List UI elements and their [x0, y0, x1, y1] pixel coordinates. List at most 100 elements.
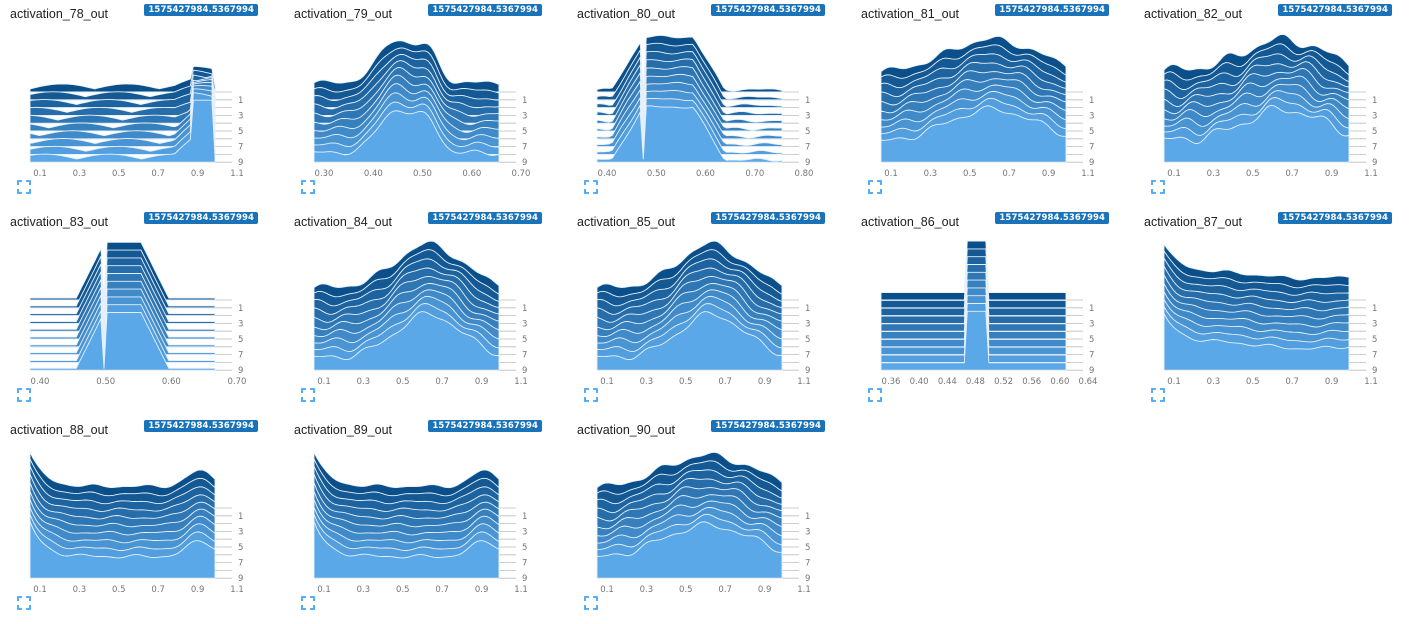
x-axis-tick-label: 0.44	[938, 377, 957, 387]
x-axis-tick-label: 0.1	[317, 585, 331, 595]
x-axis-tick-label: 0.5	[1246, 169, 1260, 179]
ridgeline-histogram-chart: 1 3 5 7 9 0.36 0.40 0.44 0.48 0.52 0.56 0.60 0.64	[880, 240, 1098, 387]
depth-tick-label: 9	[238, 158, 243, 168]
card-title: activation_87_out	[1144, 215, 1242, 229]
run-badge: 1575427984.5367994	[144, 4, 258, 16]
histogram-card: activation_78_out 1575427984.5367994 1 3 5 7 9…	[0, 0, 283, 208]
expand-button[interactable]	[584, 388, 600, 404]
x-axis-tick-label: 0.7	[151, 585, 165, 595]
histogram-card: activation_82_out 1575427984.5367994 1 3 5 7 9…	[1134, 0, 1410, 208]
x-axis-tick-label: 0.50	[647, 169, 666, 179]
x-axis-tick-label: 0.3	[357, 585, 371, 595]
x-axis-tick-label: 0.9	[758, 377, 772, 387]
card-title: activation_90_out	[577, 423, 675, 437]
x-axis-tick-label: 0.1	[1167, 169, 1181, 179]
depth-tick-label: 5	[805, 543, 810, 553]
expand-button[interactable]	[301, 180, 317, 196]
histogram-card: activation_80_out 1575427984.5367994 1 3 5 7 9…	[567, 0, 850, 208]
depth-tick-label: 3	[1372, 319, 1377, 329]
expand-button[interactable]	[301, 596, 317, 612]
ridgeline-histogram-chart: 1 3 5 7 9 0.1 0.3 0.5 0.7 0.9 1.1	[29, 451, 244, 595]
depth-tick-label: 7	[1372, 143, 1377, 153]
ridge-area	[313, 311, 500, 371]
depth-tick-label: 5	[238, 127, 243, 137]
depth-tick-label: 9	[522, 574, 527, 584]
expand-icon	[868, 180, 882, 194]
depth-tick-label: 9	[522, 158, 527, 168]
ridgeline-histogram-chart: 1 3 5 7 9 0.40 0.50 0.60 0.70 0.80	[596, 34, 813, 179]
expand-button[interactable]	[17, 180, 33, 196]
ridge-area	[29, 65, 216, 93]
expand-button[interactable]	[301, 388, 317, 404]
depth-tick-label: 1	[238, 304, 243, 314]
depth-tick-label: 1	[1372, 96, 1377, 106]
histogram-card: activation_87_out 1575427984.5367994 1 3 5 7 9…	[1134, 208, 1410, 416]
depth-tick-label: 7	[805, 143, 810, 153]
depth-tick-label: 1	[522, 304, 527, 314]
x-axis-tick-label: 1.1	[797, 585, 811, 595]
depth-tick-label: 1	[1089, 304, 1094, 314]
expand-button[interactable]	[1151, 388, 1167, 404]
x-axis-tick-label: 0.56	[1022, 377, 1041, 387]
x-axis-tick-label: 0.60	[696, 169, 715, 179]
expand-icon	[17, 596, 31, 610]
x-axis-tick-label: 0.5	[679, 377, 693, 387]
x-axis-tick-label: 0.48	[966, 377, 985, 387]
x-axis-tick-label: 0.64	[1079, 377, 1098, 387]
expand-button[interactable]	[868, 180, 884, 196]
x-axis-tick-label: 0.40	[910, 377, 929, 387]
x-axis-tick-label: 0.70	[745, 169, 764, 179]
depth-tick-label: 9	[522, 366, 527, 376]
x-axis-tick-label: 0.7	[435, 585, 449, 595]
depth-tick-label: 7	[238, 143, 243, 153]
x-axis-tick-label: 0.3	[640, 377, 654, 387]
histogram-card: activation_86_out 1575427984.5367994 1 3 5 7 9…	[851, 208, 1134, 416]
ridge-area	[1163, 313, 1350, 371]
x-axis-tick-label: 0.9	[475, 585, 489, 595]
x-axis-tick-label: 0.5	[396, 377, 410, 387]
expand-icon	[868, 388, 882, 402]
x-axis-tick-label: 0.40	[31, 377, 50, 387]
card-title: activation_81_out	[861, 7, 959, 21]
depth-tick-label: 1	[805, 304, 810, 314]
run-badge: 1575427984.5367994	[995, 212, 1109, 224]
depth-tick-label: 5	[522, 335, 527, 345]
x-axis-tick-label: 0.60	[162, 377, 181, 387]
expand-button[interactable]	[17, 388, 33, 404]
depth-tick-label: 3	[805, 527, 810, 537]
depth-tick-label: 1	[805, 512, 810, 522]
ridgeline-histogram-chart: 1 3 5 7 9 0.30 0.40 0.50 0.60 0.70	[313, 40, 530, 179]
ridge-area	[880, 310, 1067, 371]
x-axis-tick-label: 0.1	[600, 585, 614, 595]
card-title: activation_79_out	[294, 7, 392, 21]
card-title: activation_89_out	[294, 423, 392, 437]
depth-tick-label: 7	[522, 143, 527, 153]
x-axis-tick-label: 0.36	[882, 377, 901, 387]
depth-tick-label: 5	[522, 543, 527, 553]
run-badge: 1575427984.5367994	[711, 420, 825, 432]
expand-button[interactable]	[584, 180, 600, 196]
x-axis-tick-label: 0.5	[1246, 377, 1260, 387]
expand-button[interactable]	[1151, 180, 1167, 196]
depth-tick-label: 3	[805, 319, 810, 329]
depth-tick-label: 3	[1089, 111, 1094, 121]
card-title: activation_86_out	[861, 215, 959, 229]
x-axis-tick-label: 0.9	[1325, 169, 1339, 179]
x-axis-tick-label: 0.60	[1050, 377, 1069, 387]
x-axis-tick-label: 0.9	[758, 585, 772, 595]
x-axis-tick-label: 0.5	[112, 585, 126, 595]
expand-button[interactable]	[868, 388, 884, 404]
expand-button[interactable]	[584, 596, 600, 612]
expand-icon	[17, 180, 31, 194]
depth-tick-label: 9	[1089, 366, 1094, 376]
depth-tick-label: 9	[238, 574, 243, 584]
expand-button[interactable]	[17, 596, 33, 612]
x-axis-tick-label: 0.30	[315, 169, 334, 179]
ridge-area	[596, 311, 783, 371]
depth-tick-label: 3	[1372, 111, 1377, 121]
ridge-area	[29, 99, 216, 163]
expand-icon	[1151, 388, 1165, 402]
expand-icon	[584, 180, 598, 194]
histogram-card: activation_79_out 1575427984.5367994 1 3 5 7 9…	[284, 0, 567, 208]
run-badge: 1575427984.5367994	[1278, 212, 1392, 224]
